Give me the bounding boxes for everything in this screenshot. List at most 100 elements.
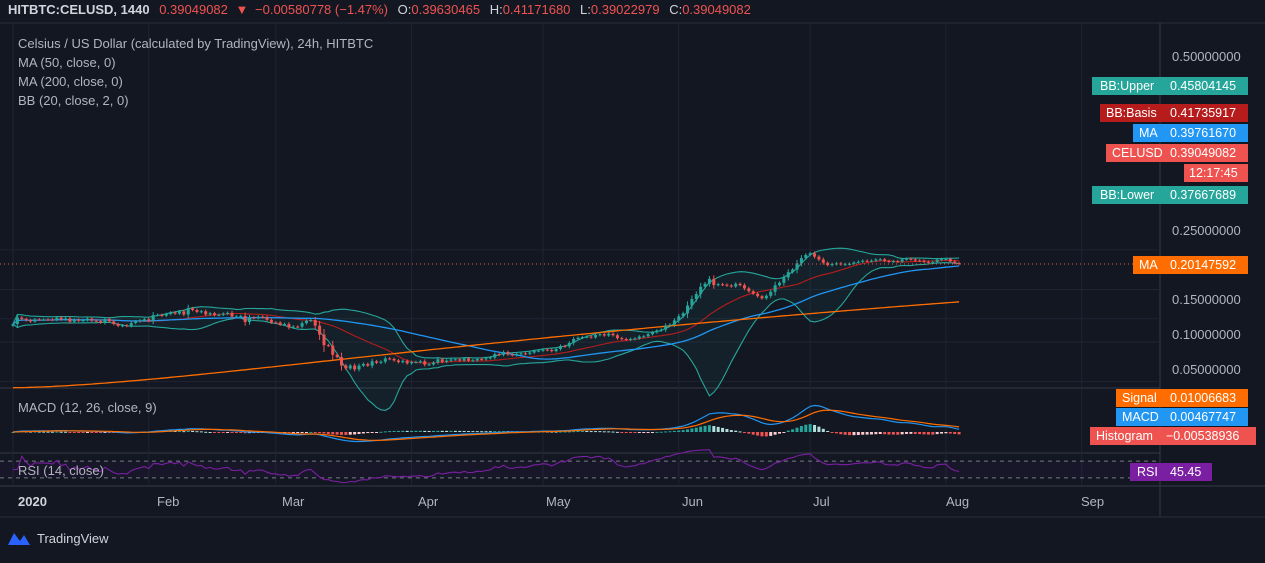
candle[interactable] xyxy=(274,321,278,324)
candle[interactable] xyxy=(672,317,676,328)
candle[interactable] xyxy=(563,344,567,348)
macd-legend[interactable]: MACD (12, 26, close, 9) xyxy=(18,400,157,415)
candle[interactable] xyxy=(764,294,768,300)
candle[interactable] xyxy=(646,332,650,338)
candle[interactable] xyxy=(532,349,536,354)
candle[interactable] xyxy=(353,363,357,372)
candle[interactable] xyxy=(502,350,506,357)
candle[interactable] xyxy=(291,325,295,329)
candle[interactable] xyxy=(29,318,33,323)
candle[interactable] xyxy=(475,357,479,362)
candle[interactable] xyxy=(615,333,619,340)
candle[interactable] xyxy=(681,311,685,318)
candle[interactable] xyxy=(121,323,124,328)
candle[interactable] xyxy=(554,347,558,353)
candle[interactable] xyxy=(843,262,847,266)
candle[interactable] xyxy=(712,275,716,289)
candle[interactable] xyxy=(322,328,326,352)
candle[interactable] xyxy=(112,319,116,326)
candle[interactable] xyxy=(107,317,111,323)
candle[interactable] xyxy=(309,318,313,323)
candle[interactable] xyxy=(256,315,260,320)
candle[interactable] xyxy=(655,329,659,334)
candle[interactable] xyxy=(747,286,751,293)
candle[interactable] xyxy=(313,316,317,329)
candle[interactable] xyxy=(436,357,440,365)
time-axis[interactable]: 2020 Feb Mar Apr May Jun Jul Aug Sep xyxy=(18,494,1104,509)
candle[interactable] xyxy=(519,352,523,356)
candle[interactable] xyxy=(497,352,501,357)
candle[interactable] xyxy=(335,353,339,359)
candle[interactable] xyxy=(953,260,957,265)
macd-pane[interactable] xyxy=(11,404,961,443)
candle[interactable] xyxy=(742,283,746,291)
candle[interactable] xyxy=(340,352,343,371)
candle[interactable] xyxy=(926,260,930,264)
candle[interactable] xyxy=(164,312,168,318)
candle[interactable] xyxy=(212,311,216,317)
candle[interactable] xyxy=(326,343,330,347)
candle[interactable] xyxy=(99,319,103,324)
candle[interactable] xyxy=(138,319,142,323)
bb-legend[interactable]: BB (20, close, 2, 0) xyxy=(18,93,129,108)
candle[interactable] xyxy=(523,352,527,356)
candle[interactable] xyxy=(550,348,554,353)
candle[interactable] xyxy=(896,259,900,264)
candle[interactable] xyxy=(414,360,418,364)
candle[interactable] xyxy=(944,257,948,261)
price-pane[interactable] xyxy=(0,247,1160,411)
candle[interactable] xyxy=(182,309,186,317)
candle[interactable] xyxy=(204,309,208,317)
rsi-legend[interactable]: RSI (14, close) xyxy=(18,463,104,478)
candle[interactable] xyxy=(760,294,764,300)
candle[interactable] xyxy=(68,316,72,324)
candle[interactable] xyxy=(458,357,462,362)
candle[interactable] xyxy=(572,336,576,346)
candle[interactable] xyxy=(650,330,654,336)
candle[interactable] xyxy=(874,258,878,263)
candle[interactable] xyxy=(813,251,817,259)
rsi-line[interactable] xyxy=(13,449,960,484)
candle[interactable] xyxy=(318,320,322,340)
candle[interactable] xyxy=(664,323,668,332)
candle[interactable] xyxy=(922,259,926,264)
candle[interactable] xyxy=(686,301,690,318)
candle[interactable] xyxy=(611,332,615,337)
candle[interactable] xyxy=(379,360,383,365)
candle[interactable] xyxy=(467,357,471,362)
candle[interactable] xyxy=(830,262,834,267)
signal-line[interactable] xyxy=(12,409,960,442)
candle[interactable] xyxy=(392,357,396,362)
candle[interactable] xyxy=(410,360,414,365)
candle[interactable] xyxy=(440,357,444,364)
candle[interactable] xyxy=(725,283,729,287)
candle[interactable] xyxy=(883,257,887,263)
candle[interactable] xyxy=(453,357,457,361)
candle[interactable] xyxy=(607,332,611,337)
candle[interactable] xyxy=(756,292,760,298)
candle[interactable] xyxy=(905,257,909,261)
candle[interactable] xyxy=(791,268,795,274)
candle[interactable] xyxy=(707,276,711,287)
candle[interactable] xyxy=(226,311,230,316)
candle[interactable] xyxy=(799,255,803,267)
macd-line[interactable] xyxy=(12,404,960,443)
candle[interactable] xyxy=(445,359,449,364)
candle[interactable] xyxy=(738,282,742,287)
candle[interactable] xyxy=(278,321,282,327)
candle[interactable] xyxy=(598,332,602,337)
candle[interactable] xyxy=(703,281,707,289)
candle[interactable] xyxy=(147,317,151,323)
candle[interactable] xyxy=(331,340,335,361)
candle[interactable] xyxy=(423,359,427,367)
candle[interactable] xyxy=(230,310,234,319)
ma50-line[interactable] xyxy=(12,265,960,360)
candle[interactable] xyxy=(59,316,63,321)
candle[interactable] xyxy=(283,322,287,327)
candle[interactable] xyxy=(186,304,190,319)
candle[interactable] xyxy=(72,318,76,324)
candle[interactable] xyxy=(50,318,54,322)
candle[interactable] xyxy=(125,323,129,328)
candle[interactable] xyxy=(795,259,799,274)
